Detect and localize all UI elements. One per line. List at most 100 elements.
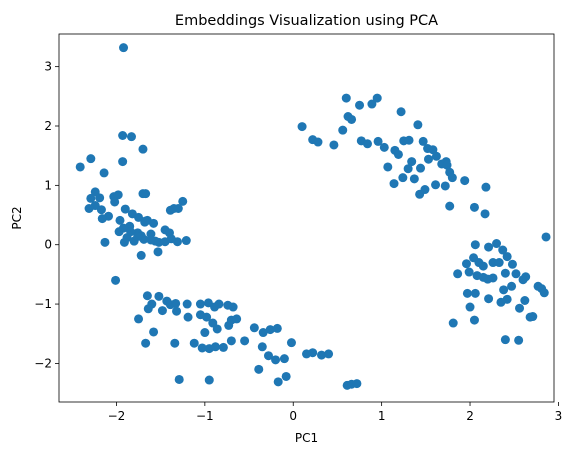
data-point [416,163,426,173]
data-point [498,245,508,255]
data-point [442,160,452,170]
data-point [338,125,348,135]
data-point [136,250,146,260]
data-point [483,274,493,284]
data-point [218,342,228,352]
data-point [500,268,510,278]
data-point [423,154,433,164]
data-points [75,43,551,390]
data-point [153,247,163,257]
data-point [484,242,494,252]
data-point [249,323,259,333]
data-point [462,288,472,298]
data-point [347,114,357,124]
data-point [324,349,334,359]
data-point [461,259,471,269]
data-point [263,351,273,361]
data-point [171,298,181,308]
data-point [520,296,530,305]
data-point [134,314,144,324]
data-point [398,173,408,183]
data-point [445,201,455,211]
data-point [297,122,307,132]
data-point [404,135,414,145]
data-point [133,231,143,241]
data-point [99,168,109,178]
y-tick-label: 3 [44,60,52,74]
data-point [120,204,130,214]
data-point [273,377,283,387]
data-point [141,338,151,348]
data-point [393,149,403,159]
data-point [448,318,458,328]
y-tick-label: 1 [44,178,52,192]
data-point [210,302,220,312]
data-point [110,197,120,207]
y-tick-label: −2 [34,356,52,370]
data-point [189,338,199,348]
data-point [308,348,318,358]
data-point [431,151,441,161]
data-point [232,314,242,324]
data-point [525,312,535,322]
data-point [415,189,425,199]
x-tick-label: 3 [555,409,563,423]
data-point [212,324,222,334]
data-point [126,132,136,142]
data-point [113,190,123,200]
y-axis-label: PC2 [10,206,24,229]
data-point [86,154,96,164]
data-point [502,252,512,262]
data-point [464,267,474,277]
data-point [210,342,220,352]
data-point [119,237,129,247]
data-point [470,288,480,298]
data-point [75,162,85,172]
data-point [157,306,167,316]
data-point [138,189,148,199]
data-point [202,312,212,322]
data-point [329,140,339,150]
data-point [507,281,517,291]
data-point [173,204,183,213]
data-point [146,235,156,245]
data-point [518,275,528,285]
data-point [154,291,164,301]
data-point [119,43,129,53]
y-tick-label: 2 [44,119,52,133]
data-point [383,162,393,172]
data-point [126,227,136,237]
data-point [111,275,121,285]
data-point [494,258,504,268]
data-point [469,202,479,212]
data-point [372,93,382,103]
data-point [141,216,151,226]
data-point [465,302,475,312]
data-point [541,232,551,242]
data-point [178,196,188,206]
data-point [170,338,180,348]
data-point [431,180,441,190]
data-point [484,294,494,304]
data-point [149,218,159,228]
data-point [453,269,463,279]
data-point [115,215,125,225]
x-tick-label: −2 [108,409,126,423]
data-point [373,136,383,146]
data-point [281,371,291,381]
data-point [511,269,521,279]
data-point [204,375,214,385]
data-point [515,303,525,313]
data-point [258,328,268,338]
data-point [86,193,96,203]
data-point [228,302,238,312]
data-point [95,193,105,203]
x-tick-label: 0 [289,409,297,423]
data-point [100,237,110,247]
x-axis-ticks: −2 −1 0 1 2 3 [108,402,563,423]
data-point [440,181,450,191]
data-point [84,204,94,213]
data-point [134,212,144,222]
data-point [197,343,207,353]
